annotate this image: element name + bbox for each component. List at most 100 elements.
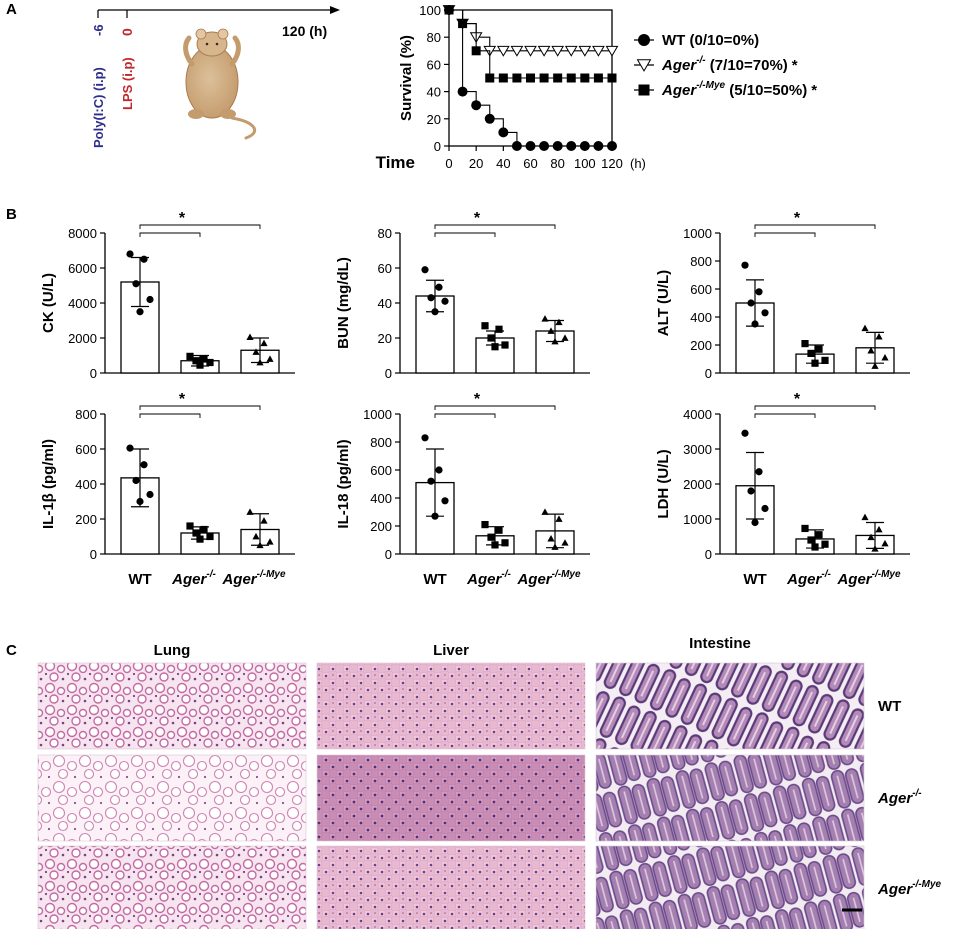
data-point bbox=[136, 308, 144, 316]
ytick-label: 40 bbox=[378, 296, 392, 311]
ytick-label: 0 bbox=[90, 547, 97, 562]
ytick-label: 2000 bbox=[68, 331, 97, 346]
ytick-label: 1000 bbox=[363, 407, 392, 422]
row-label-2-sup: -/-Mye bbox=[912, 879, 941, 890]
ytick-label: 0 bbox=[705, 547, 712, 562]
data-point bbox=[196, 361, 204, 369]
ytick-label: 6000 bbox=[68, 261, 97, 276]
survival-point bbox=[539, 141, 550, 151]
panel-letter-c: C bbox=[6, 642, 17, 659]
data-point bbox=[861, 513, 869, 521]
bar-ylabel: BUN (mg/dL) bbox=[335, 257, 352, 349]
bar-ylabel: IL-18 (pg/ml) bbox=[335, 439, 352, 528]
data-point bbox=[256, 541, 264, 549]
ytick-label: 60 bbox=[378, 261, 392, 276]
ytick-label: 0 bbox=[90, 366, 97, 381]
group-label-2: Ager-/-Mye bbox=[836, 569, 901, 588]
data-point bbox=[421, 266, 429, 274]
survival-point bbox=[525, 141, 536, 151]
survival-xunit: (h) bbox=[630, 156, 646, 171]
ytick-label: 20 bbox=[378, 331, 392, 346]
data-point bbox=[200, 355, 208, 363]
sig-bracket-outer bbox=[754, 224, 876, 229]
survival-xtick-label: 60 bbox=[523, 156, 537, 171]
group-label-1: Ager-/- bbox=[466, 569, 511, 588]
data-point bbox=[861, 324, 869, 332]
row-label-0: WT bbox=[878, 698, 901, 715]
ytick-label: 200 bbox=[370, 519, 392, 534]
data-point bbox=[807, 349, 815, 357]
data-point bbox=[481, 322, 489, 330]
group-label-1-base: Ager bbox=[171, 571, 207, 588]
data-point bbox=[495, 526, 503, 534]
group-label-1-base: Ager bbox=[466, 571, 502, 588]
group-label-2: Ager-/-Mye bbox=[221, 569, 286, 588]
legend-marker bbox=[638, 84, 650, 96]
histology-image-intestine-2 bbox=[595, 845, 865, 933]
timeline: 120 (h) -6 0 Poly(I:C) (i.p) LPS (i.p) bbox=[91, 6, 340, 148]
data-point bbox=[811, 359, 819, 367]
sig-star: * bbox=[474, 391, 481, 408]
data-point bbox=[192, 357, 200, 365]
data-point bbox=[741, 429, 749, 437]
data-point bbox=[555, 515, 563, 522]
bar-chart-alt: 0 200 400 600 800 1000 ALT (U/L) * bbox=[655, 210, 910, 381]
histology-image-intestine-1 bbox=[595, 754, 865, 842]
data-point bbox=[491, 541, 499, 549]
data-point bbox=[186, 522, 194, 530]
data-point bbox=[751, 518, 759, 527]
legend-name: Ager bbox=[661, 82, 697, 99]
data-point bbox=[875, 525, 883, 533]
sig-bracket-inner bbox=[434, 413, 496, 418]
data-point bbox=[266, 355, 274, 362]
data-point bbox=[441, 297, 449, 305]
data-point bbox=[747, 299, 755, 307]
survival-point bbox=[458, 19, 468, 29]
ytick-label: 4000 bbox=[68, 296, 97, 311]
sig-bracket-outer bbox=[434, 405, 556, 410]
survival-point bbox=[607, 141, 617, 151]
ytick-label: 600 bbox=[75, 442, 97, 457]
ytick-label: 4000 bbox=[683, 407, 712, 422]
data-point bbox=[140, 255, 148, 263]
data-point bbox=[252, 348, 260, 355]
data-point bbox=[761, 309, 769, 317]
survival-point bbox=[526, 73, 535, 83]
data-point bbox=[196, 535, 204, 543]
data-point bbox=[260, 517, 268, 524]
bar-ylabel: ALT (U/L) bbox=[655, 270, 672, 336]
survival-point bbox=[593, 73, 603, 83]
data-point bbox=[481, 521, 489, 529]
survival-point bbox=[471, 46, 481, 56]
sig-bracket-outer bbox=[754, 405, 876, 410]
data-point bbox=[801, 524, 809, 533]
legend-sig: * bbox=[792, 57, 798, 74]
ytick-label: 200 bbox=[75, 512, 97, 527]
data-point bbox=[435, 283, 443, 291]
legend-marker bbox=[636, 59, 652, 72]
data-point bbox=[421, 434, 429, 442]
data-point bbox=[871, 362, 879, 369]
data-point bbox=[132, 280, 140, 288]
survival-xtick-label: 80 bbox=[550, 156, 564, 171]
data-point bbox=[871, 545, 879, 552]
legend-entry-2: Ager-/-Mye (5/10=50%) * bbox=[661, 80, 817, 99]
sig-star: * bbox=[179, 391, 186, 408]
ytick-label: 2000 bbox=[683, 477, 712, 492]
data-point bbox=[815, 531, 823, 539]
ytick-label: 400 bbox=[690, 310, 712, 325]
data-point bbox=[741, 261, 749, 269]
survival-point bbox=[564, 45, 578, 57]
data-point bbox=[821, 356, 829, 364]
lps-label: LPS (i.p) bbox=[120, 57, 135, 110]
legend-text: (7/10=70%) bbox=[706, 57, 788, 74]
panel-letter-a: A bbox=[6, 1, 17, 18]
survival-ylabel: Survival (%) bbox=[398, 35, 415, 121]
data-point bbox=[192, 529, 200, 537]
survival-point bbox=[593, 141, 604, 151]
data-point bbox=[547, 535, 555, 542]
group-label-2-base: Ager bbox=[221, 571, 257, 588]
